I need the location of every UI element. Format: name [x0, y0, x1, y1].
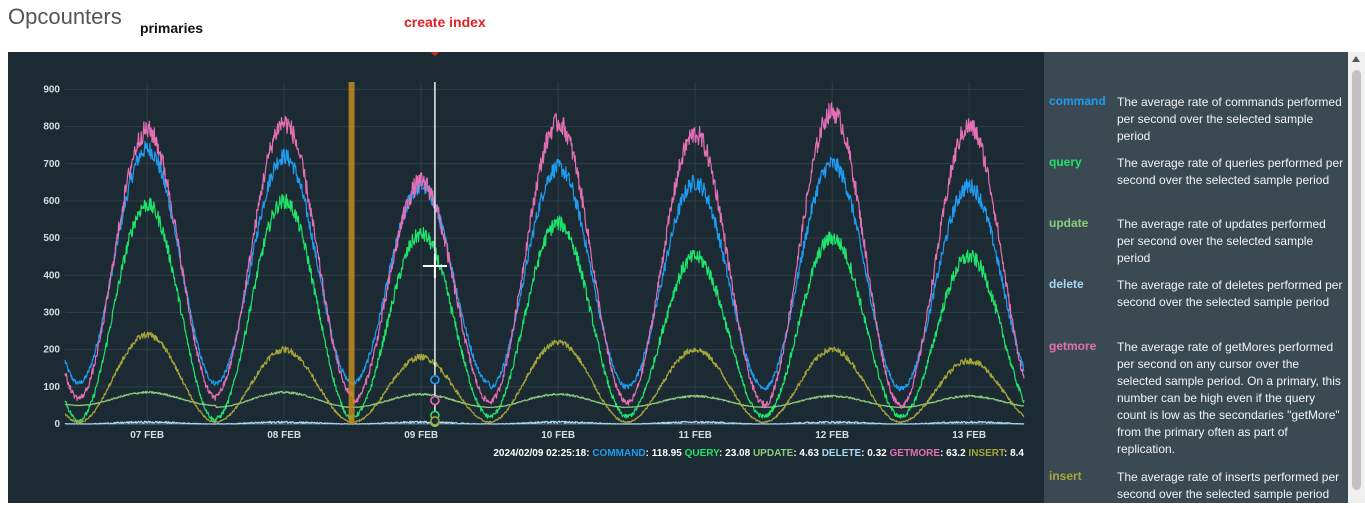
x-tick-label: 12 FEB — [815, 430, 849, 441]
series-line-update — [64, 390, 1025, 409]
hover-value-delete: : 0.32 — [861, 448, 889, 459]
y-tick-label: 0 — [54, 419, 60, 430]
y-tick-label: 900 — [43, 84, 60, 95]
series-line-query — [64, 193, 1025, 423]
legend-scrollbar[interactable] — [1348, 52, 1365, 503]
hover-value-insert: : 8.4 — [1004, 448, 1024, 459]
legend-description: The average rate of updates performed pe… — [1117, 217, 1326, 265]
x-tick-label: 13 FEB — [952, 430, 986, 441]
hover-label-update: UPDATE — [753, 448, 794, 459]
x-tick-label: 07 FEB — [130, 430, 164, 441]
hover-value-getmore: : 63.2 — [940, 448, 968, 459]
event-marker-band — [348, 82, 355, 424]
hover-value-query: : 23.08 — [719, 448, 753, 459]
hover-label-getmore: GETMORE — [890, 448, 941, 459]
legend-name: command — [1049, 94, 1106, 108]
hover-readout: 2024/02/09 02:25:18: COMMAND: 118.95 QUE… — [493, 448, 1024, 459]
page-title: Opcounters — [8, 4, 122, 29]
hover-point-getmore — [430, 395, 440, 406]
x-tick-label: 09 FEB — [404, 430, 438, 441]
hover-label-delete: DELETE — [822, 448, 862, 459]
create-index-annotation: create index — [404, 14, 486, 30]
hover-label-insert: INSERT — [968, 448, 1005, 459]
legend-panel: command The average rate of commands perf… — [1044, 52, 1348, 503]
y-tick-label: 100 — [43, 382, 60, 393]
legend-description: The average rate of queries performed pe… — [1117, 156, 1344, 187]
series-line-delete — [64, 420, 1025, 425]
legend-description: The average rate of commands performed p… — [1117, 95, 1342, 143]
y-tick-label: 600 — [43, 196, 60, 207]
hover-value-update: : 4.63 — [793, 448, 821, 459]
scroll-up-arrow-icon[interactable] — [1352, 56, 1360, 62]
y-tick-label: 200 — [43, 345, 60, 356]
series-line-insert — [64, 331, 1025, 424]
legend-name: query — [1049, 155, 1082, 169]
series-line-command — [64, 141, 1025, 392]
series-line-getmore — [64, 102, 1025, 409]
opcounters-chart[interactable]: 0 100 200 300 400 500 600 700 800 900 07 FEB 08 FEB… — [8, 30, 1044, 503]
legend-name: insert — [1049, 469, 1082, 483]
legend-name: getmore — [1049, 339, 1097, 353]
hover-label-query: QUERY — [685, 448, 721, 459]
y-tick-label: 400 — [43, 270, 60, 281]
hover-point-insert — [430, 416, 440, 426]
scroll-thumb[interactable] — [1352, 70, 1361, 490]
x-tick-label: 08 FEB — [267, 430, 301, 441]
legend-description: The average rate of getMores performed p… — [1117, 340, 1341, 456]
legend-description: The average rate of deletes performed pe… — [1117, 278, 1343, 309]
y-tick-label: 700 — [43, 159, 60, 170]
y-tick-label: 500 — [43, 233, 60, 244]
y-tick-label: 800 — [43, 122, 60, 133]
create-index-arrow-icon — [418, 30, 452, 56]
hover-timestamp: 2024/02/09 02:25:18: — [493, 448, 592, 459]
y-tick-label: 300 — [43, 307, 60, 318]
hover-point-command — [430, 374, 440, 385]
hover-value-command: : 118.95 — [646, 448, 685, 459]
hover-label-command: COMMAND — [592, 448, 645, 459]
legend-description: The average rate of inserts performed pe… — [1117, 470, 1340, 501]
opcounters-chart-panel[interactable]: 0 100 200 300 400 500 600 700 800 900 07 FEB 08 FEB… — [8, 30, 1044, 503]
legend-name: delete — [1049, 277, 1084, 291]
legend-name: update — [1049, 216, 1089, 230]
page-subtitle: primaries — [140, 20, 204, 36]
x-tick-label: 11 FEB — [679, 430, 712, 441]
x-tick-label: 10 FEB — [541, 430, 575, 441]
